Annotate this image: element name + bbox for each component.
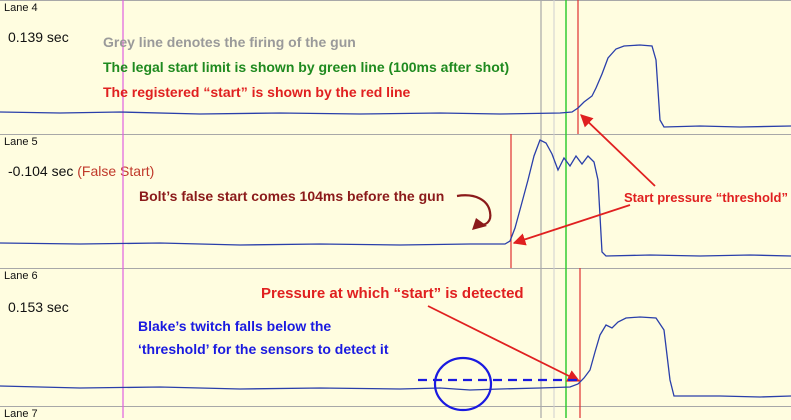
threshold-arrow-lane-5 — [512, 204, 631, 246]
lane-6-pressure-trace — [0, 316, 791, 398]
lane-label: Lane 7 — [4, 408, 38, 420]
pressure-detection-arrow — [427, 305, 581, 382]
threshold-arrow-lane-4 — [580, 114, 656, 187]
false-start-label: (False Start) — [77, 163, 155, 179]
annotation-blake-2: ‘threshold’ for the sensors to detect it — [138, 341, 389, 357]
annotation-red-line: The registered “start” is shown by the r… — [103, 84, 411, 100]
lane-5-pressure-trace — [0, 139, 791, 257]
annotation-bolt: Bolt’s false start comes 104ms before th… — [139, 188, 445, 204]
reaction-time-value: -0.104 sec — [8, 163, 74, 179]
lane-label: Lane 4 — [4, 2, 38, 14]
lane-label: Lane 5 — [4, 136, 38, 148]
annotation-grey-line: Grey line denotes the firing of the gun — [103, 34, 356, 50]
lane-4-pressure-trace — [0, 44, 791, 128]
lane-5-panel: Lane 5 -0.104 sec (False Start) — [0, 134, 791, 269]
annotation-pressure: Pressure at which “start” is detected — [261, 285, 524, 302]
annotation-blake-1: Blake’s twitch falls below the — [138, 318, 332, 334]
reaction-time: 0.139 sec — [8, 29, 69, 45]
lane-6-panel: Lane 6 0.153 sec — [0, 268, 791, 407]
reaction-time: -0.104 sec (False Start) — [8, 163, 154, 179]
blake-twitch-circle — [433, 356, 493, 412]
lane-label: Lane 6 — [4, 270, 38, 282]
annotation-green-line: The legal start limit is shown by green … — [103, 59, 510, 75]
lane-7-panel: Lane 7 — [0, 406, 791, 420]
bolt-callout-arrow — [456, 194, 492, 226]
annotation-threshold: Start pressure “threshold” — [624, 190, 788, 205]
bolt-callout-arrowhead — [472, 218, 487, 230]
reaction-time: 0.153 sec — [8, 299, 69, 315]
